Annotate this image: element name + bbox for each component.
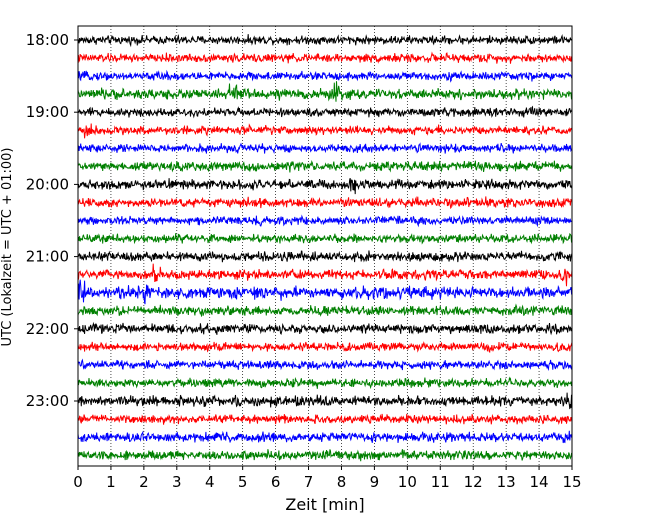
trace-2015 — [77, 195, 573, 210]
x-tick-label: 9 — [370, 473, 380, 491]
y-tick-label: 23:00 — [26, 392, 69, 410]
y-tick-label: 19:00 — [26, 103, 69, 121]
x-tick-label: 15 — [562, 473, 581, 491]
x-tick-label: 13 — [497, 473, 516, 491]
x-tick-label: 10 — [398, 473, 417, 491]
y-tick-label: 21:00 — [26, 248, 69, 266]
trace-2000 — [77, 178, 573, 195]
trace-2215 — [77, 341, 573, 354]
x-tick-label: 0 — [73, 473, 83, 491]
trace-2300 — [77, 392, 573, 411]
trace-2130 — [77, 279, 573, 305]
trace-2315 — [77, 413, 573, 426]
x-axis-ticks: 0 1 2 3 4 5 6 7 8 9 10 11 12 13 14 15 — [73, 466, 582, 491]
x-tick-label: 3 — [172, 473, 182, 491]
x-tick-label: 14 — [530, 473, 549, 491]
trace-1815 — [77, 51, 573, 64]
x-tick-label: 12 — [464, 473, 483, 491]
x-tick-label: 7 — [304, 473, 314, 491]
trace-2100 — [77, 250, 573, 263]
plot-frame — [77, 25, 573, 467]
trace-2145 — [77, 303, 573, 317]
y-tick-label: 20:00 — [26, 175, 69, 193]
y-axis-ticks: 18:00 19:00 20:00 21:00 22:00 23:00 — [26, 31, 78, 410]
trace-2030 — [77, 214, 573, 228]
x-tick-label: 1 — [106, 473, 116, 491]
x-tick-label: 4 — [205, 473, 215, 491]
x-tick-label: 5 — [238, 473, 248, 491]
x-tick-label: 11 — [431, 473, 450, 491]
trace-1845 — [77, 81, 573, 102]
x-axis-label: Zeit [min] — [285, 495, 364, 514]
x-tick-label: 6 — [271, 473, 281, 491]
y-axis-label: UTC (Lokalzeit = UTC + 01:00) — [0, 148, 15, 347]
x-tick-label: 2 — [139, 473, 149, 491]
trace-2200 — [78, 321, 573, 336]
seismogram-traces — [77, 34, 573, 462]
trace-1915 — [77, 123, 573, 139]
y-tick-label: 22:00 — [26, 320, 69, 338]
y-tick-label: 18:00 — [26, 31, 69, 49]
trace-2330 — [77, 430, 573, 444]
trace-2230 — [77, 358, 573, 371]
trace-2045 — [77, 233, 573, 245]
x-tick-label: 8 — [337, 473, 347, 491]
trace-1900 — [77, 105, 573, 119]
trace-1945 — [77, 159, 573, 173]
trace-1830 — [77, 69, 573, 83]
trace-2345 — [77, 449, 573, 462]
minute-gridlines — [110, 26, 540, 466]
trace-2245 — [77, 376, 573, 390]
trace-1930 — [77, 142, 573, 155]
trace-1800 — [77, 34, 573, 48]
trace-2115 — [77, 263, 573, 287]
